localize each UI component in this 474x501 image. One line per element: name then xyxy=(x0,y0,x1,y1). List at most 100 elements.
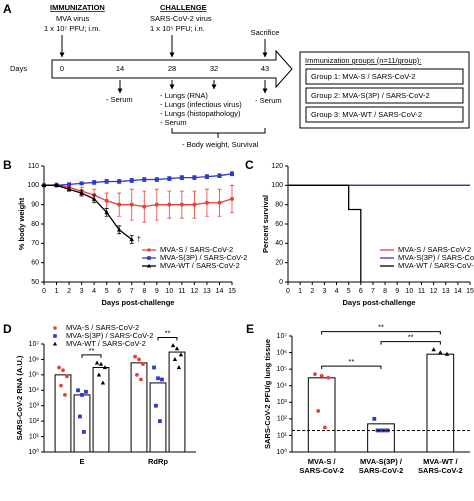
immunization-line: 1 x 10⁷ PFU; i.m. xyxy=(44,24,100,33)
annotation: † xyxy=(137,234,141,243)
significance-bracket xyxy=(321,331,441,335)
data-point xyxy=(63,393,67,397)
immunization-title: IMMUNIZATION xyxy=(50,3,105,12)
data-point xyxy=(67,182,72,187)
significance-label: ** xyxy=(89,346,95,355)
x-tick-label: 0 xyxy=(42,288,46,295)
x-tick-label: 1 xyxy=(298,288,302,295)
data-line xyxy=(44,184,133,240)
data-point xyxy=(129,202,134,207)
daily: - Body weight, Survival xyxy=(182,140,259,149)
bar xyxy=(426,353,455,453)
legend-marker xyxy=(53,334,57,338)
sample: - Lungs (RNA) xyxy=(160,91,208,100)
data-point xyxy=(104,179,109,184)
y-axis-title: SARS-CoV-2 PFU/g lung tissue xyxy=(263,339,272,449)
data-point xyxy=(141,362,145,366)
y-tick-label: 10⁰ xyxy=(28,448,39,456)
axis-label: Days xyxy=(10,64,27,73)
data-point xyxy=(92,180,97,185)
data-point xyxy=(192,175,197,180)
timeline-arrow xyxy=(51,49,293,89)
panel-letter: E xyxy=(246,322,254,336)
x-axis-title: Days post-challenge xyxy=(343,298,416,307)
data-point xyxy=(98,361,104,366)
sample: - Serum xyxy=(106,95,133,104)
groups-title: Immunization groups (n=11/group): xyxy=(305,56,421,65)
data-point xyxy=(66,186,72,191)
day: 32 xyxy=(210,64,218,73)
bar xyxy=(92,366,110,453)
y-tick-label: 60 xyxy=(31,260,39,267)
data-point xyxy=(431,347,436,352)
y-tick-label: 10¹ xyxy=(277,432,288,439)
significance-bracket xyxy=(321,365,382,370)
y-tick-label: 40 xyxy=(275,240,283,247)
y-tick-label: 10¹ xyxy=(29,433,40,440)
data-point xyxy=(204,200,209,205)
data-point xyxy=(91,196,97,201)
data-point xyxy=(79,181,84,186)
challenge-line: SARS-CoV-2 virus xyxy=(150,14,212,23)
data-point xyxy=(444,351,450,356)
data-point xyxy=(178,352,184,357)
x-tick-label: 2 xyxy=(67,288,71,295)
data-line xyxy=(288,184,362,282)
data-point xyxy=(176,365,182,370)
x-tick-label: 14 xyxy=(454,288,462,295)
day: 0 xyxy=(60,64,64,73)
timeline-panel: A IMMUNIZATION MVA virus 1 x 10⁷ PFU; i.… xyxy=(3,2,470,149)
y-tick-label: 10⁷ xyxy=(277,333,288,340)
data-point xyxy=(129,236,135,242)
y-tick-label: 70 xyxy=(31,240,39,247)
legend-label: MVA-WT / SARS-CoV-2 xyxy=(398,261,474,270)
x-tick-label: 8 xyxy=(383,288,387,295)
data-point xyxy=(192,202,197,207)
data-point xyxy=(65,374,69,379)
panel-letter: B xyxy=(3,158,12,172)
data-point xyxy=(100,380,106,385)
legend-label: MVA-S(3P) / SARS-CoV-2 xyxy=(398,253,474,262)
data-point xyxy=(438,350,443,355)
immunization-line: MVA virus xyxy=(56,14,89,23)
significance-label: ** xyxy=(165,328,171,337)
y-tick-label: 10³ xyxy=(277,399,288,406)
data-point xyxy=(94,360,100,365)
bar xyxy=(130,362,148,453)
data-point xyxy=(230,171,234,176)
legend-label: MVA-WT / SARS-CoV-2 xyxy=(66,339,146,348)
data-point xyxy=(116,227,122,232)
bar xyxy=(367,423,395,453)
data-point xyxy=(179,175,184,180)
challenge-line: 1 x 10⁵ PFU; i.n. xyxy=(150,24,205,33)
data-point xyxy=(133,354,137,359)
x-tick-label: 7 xyxy=(130,288,134,295)
data-point xyxy=(154,403,158,408)
x-tick-label: 11 xyxy=(418,288,425,295)
group-box xyxy=(305,87,464,104)
day: 43 xyxy=(261,64,269,73)
sample: - Lungs (infectious virus) xyxy=(160,100,242,109)
data-point xyxy=(41,182,47,188)
panel-letter: C xyxy=(245,158,254,172)
x-tick-label: MVA-WT / SARS-CoV-2 xyxy=(418,457,463,475)
data-point xyxy=(313,372,317,377)
data-point xyxy=(54,182,59,188)
data-point xyxy=(135,372,139,377)
x-tick-label: RdRp xyxy=(148,457,168,466)
data-line xyxy=(44,173,233,186)
x-tick-label: 13 xyxy=(442,288,450,295)
data-point xyxy=(319,373,324,378)
group: Group 2: MVA-S(3P) / SARS-CoV-2 xyxy=(311,91,430,100)
data-point xyxy=(142,204,147,209)
sample: - Serum xyxy=(255,96,282,105)
data-point xyxy=(156,376,160,381)
x-tick-label: 11 xyxy=(178,288,185,295)
x-tick-label: 0 xyxy=(286,288,290,295)
x-tick-label: 12 xyxy=(191,288,199,295)
x-tick-label: 2 xyxy=(310,288,314,295)
data-point xyxy=(104,209,109,215)
panel-letter: A xyxy=(3,2,12,16)
data-point xyxy=(217,200,222,205)
